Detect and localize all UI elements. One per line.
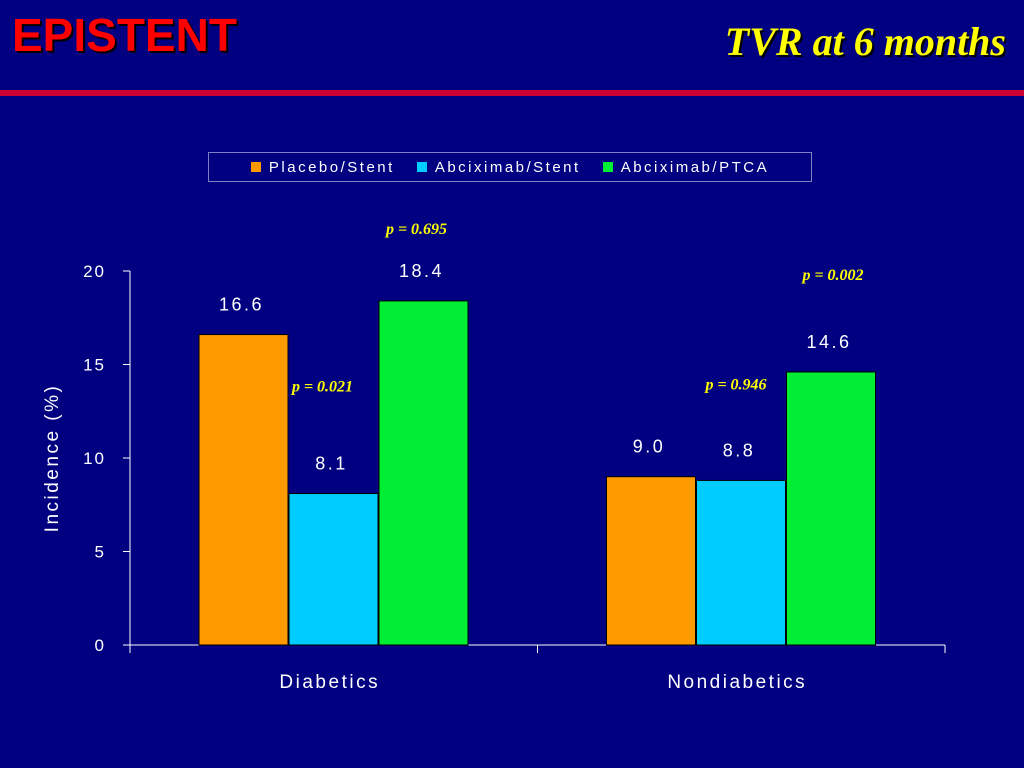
brand-title: EPISTENT <box>12 9 237 61</box>
y-tick-label: 15 <box>83 356 106 375</box>
legend-label: Abciximab/Stent <box>434 158 581 176</box>
legend-swatch-abciximab-ptca <box>602 162 613 172</box>
p-value-annotation: p = 0.002 <box>800 267 863 284</box>
bar-value-label: 8.8 <box>723 440 756 460</box>
y-tick-label: 20 <box>83 262 106 281</box>
legend-swatch-placebo-stent <box>250 162 261 172</box>
y-tick-label: 5 <box>95 543 106 562</box>
x-category-label: Diabetics <box>279 672 380 693</box>
legend-item-abciximab-stent: Abciximab/Stent <box>416 158 581 176</box>
bar-value-label: 14.6 <box>806 332 851 352</box>
y-tick-label: 0 <box>95 636 106 655</box>
bar-value-label: 18.4 <box>399 261 444 281</box>
bar <box>696 479 786 646</box>
y-axis-label: Incidence (%) <box>42 384 63 533</box>
legend-label: Abciximab/PTCA <box>620 158 770 176</box>
bar <box>378 300 469 646</box>
x-category-label: Nondiabetics <box>667 672 807 693</box>
bar-value-label: 9.0 <box>633 437 666 457</box>
p-value-annotation: p = 0.021 <box>290 379 353 396</box>
legend-item-abciximab-ptca: Abciximab/PTCA <box>602 158 770 176</box>
bar-value-label: 16.6 <box>219 295 264 315</box>
bar-value-label: 8.1 <box>315 454 348 474</box>
y-tick-label: 10 <box>83 449 106 468</box>
chart-legend: Placebo/Stent Abciximab/Stent Abciximab/… <box>208 152 812 182</box>
bar <box>786 371 876 646</box>
legend-swatch-abciximab-stent <box>416 162 427 172</box>
p-value-annotation: p = 0.946 <box>703 376 766 393</box>
bar <box>606 476 696 646</box>
bar <box>198 334 289 646</box>
legend-label: Placebo/Stent <box>268 158 395 176</box>
legend-item-placebo-stent: Placebo/Stent <box>250 158 395 176</box>
header-divider <box>0 90 1024 96</box>
p-value-annotation: p = 0.695 <box>384 221 447 238</box>
bar <box>288 493 379 646</box>
slide-title: TVR at 6 months <box>724 19 1006 64</box>
